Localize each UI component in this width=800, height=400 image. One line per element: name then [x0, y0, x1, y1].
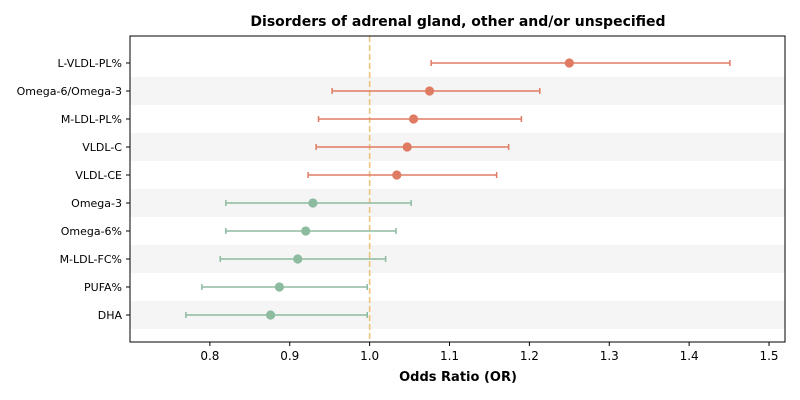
xtick-label-0-8: 0.8: [200, 349, 219, 363]
row-m-ldl-pl: [317, 114, 523, 124]
xtick-label-1-1: 1.1: [440, 349, 459, 363]
xtick-label-0-9: 0.9: [280, 349, 299, 363]
ytick-label-l-vldl-pl: L-VLDL-PL%: [57, 57, 122, 70]
row-m-ldl-fc: [219, 254, 387, 264]
ytick-label-omega-6: Omega-6%: [61, 225, 122, 238]
y-axis-ticks: L-VLDL-PL% Omega-6/Omega-3 M-LDL-PL% VLDL-C…: [17, 57, 130, 322]
ytick-label-vldl-ce: VLDL-CE: [75, 169, 122, 182]
point-l-vldl-pl: [564, 58, 574, 68]
xtick-label-1-4: 1.4: [680, 349, 699, 363]
point-omega-6: [301, 226, 311, 236]
ytick-label-vldl-c: VLDL-C: [82, 141, 122, 154]
xtick-label-1-5: 1.5: [759, 349, 778, 363]
row-l-vldl-pl: [430, 58, 731, 68]
point-m-ldl-pl: [408, 114, 419, 124]
xtick-label-1-3: 1.3: [600, 349, 619, 363]
point-m-ldl-fc: [293, 254, 303, 264]
point-dha: [265, 310, 276, 320]
point-omega-3: [308, 198, 318, 208]
ytick-label-dha: DHA: [98, 309, 123, 322]
x-axis-ticks: 0.8 0.9 1.0 1.1 1.2 1.3 1.4 1.5: [200, 342, 779, 363]
point-pufa: [274, 282, 284, 292]
ytick-label-m-ldl-pl: M-LDL-PL%: [61, 113, 122, 126]
row-vldl-ce: [307, 170, 498, 180]
ytick-label-m-ldl-fc: M-LDL-FC%: [60, 253, 122, 266]
xtick-label-1-2: 1.2: [520, 349, 539, 363]
row-dha: [185, 310, 368, 320]
ytick-label-omega-6-omega-3: Omega-6/Omega-3: [17, 85, 122, 98]
plot-marks: [185, 58, 731, 320]
chart-title: Disorders of adrenal gland, other and/or…: [250, 14, 665, 30]
row-omega-6: [225, 226, 397, 236]
x-axis-label: Odds Ratio (OR): [399, 370, 517, 385]
plot-frame: [129, 35, 786, 343]
point-vldl-c: [402, 142, 412, 152]
row-omega-6-omega-3: [331, 86, 541, 96]
row-pufa: [201, 282, 368, 292]
point-omega-6-omega-3: [424, 86, 435, 96]
ytick-label-omega-3: Omega-3: [71, 197, 122, 210]
ytick-label-pufa: PUFA%: [84, 281, 122, 294]
row-omega-3: [225, 198, 412, 208]
row-vldl-c: [315, 142, 510, 152]
xtick-label-1-0: 1.0: [360, 349, 379, 363]
point-vldl-ce: [392, 170, 402, 180]
